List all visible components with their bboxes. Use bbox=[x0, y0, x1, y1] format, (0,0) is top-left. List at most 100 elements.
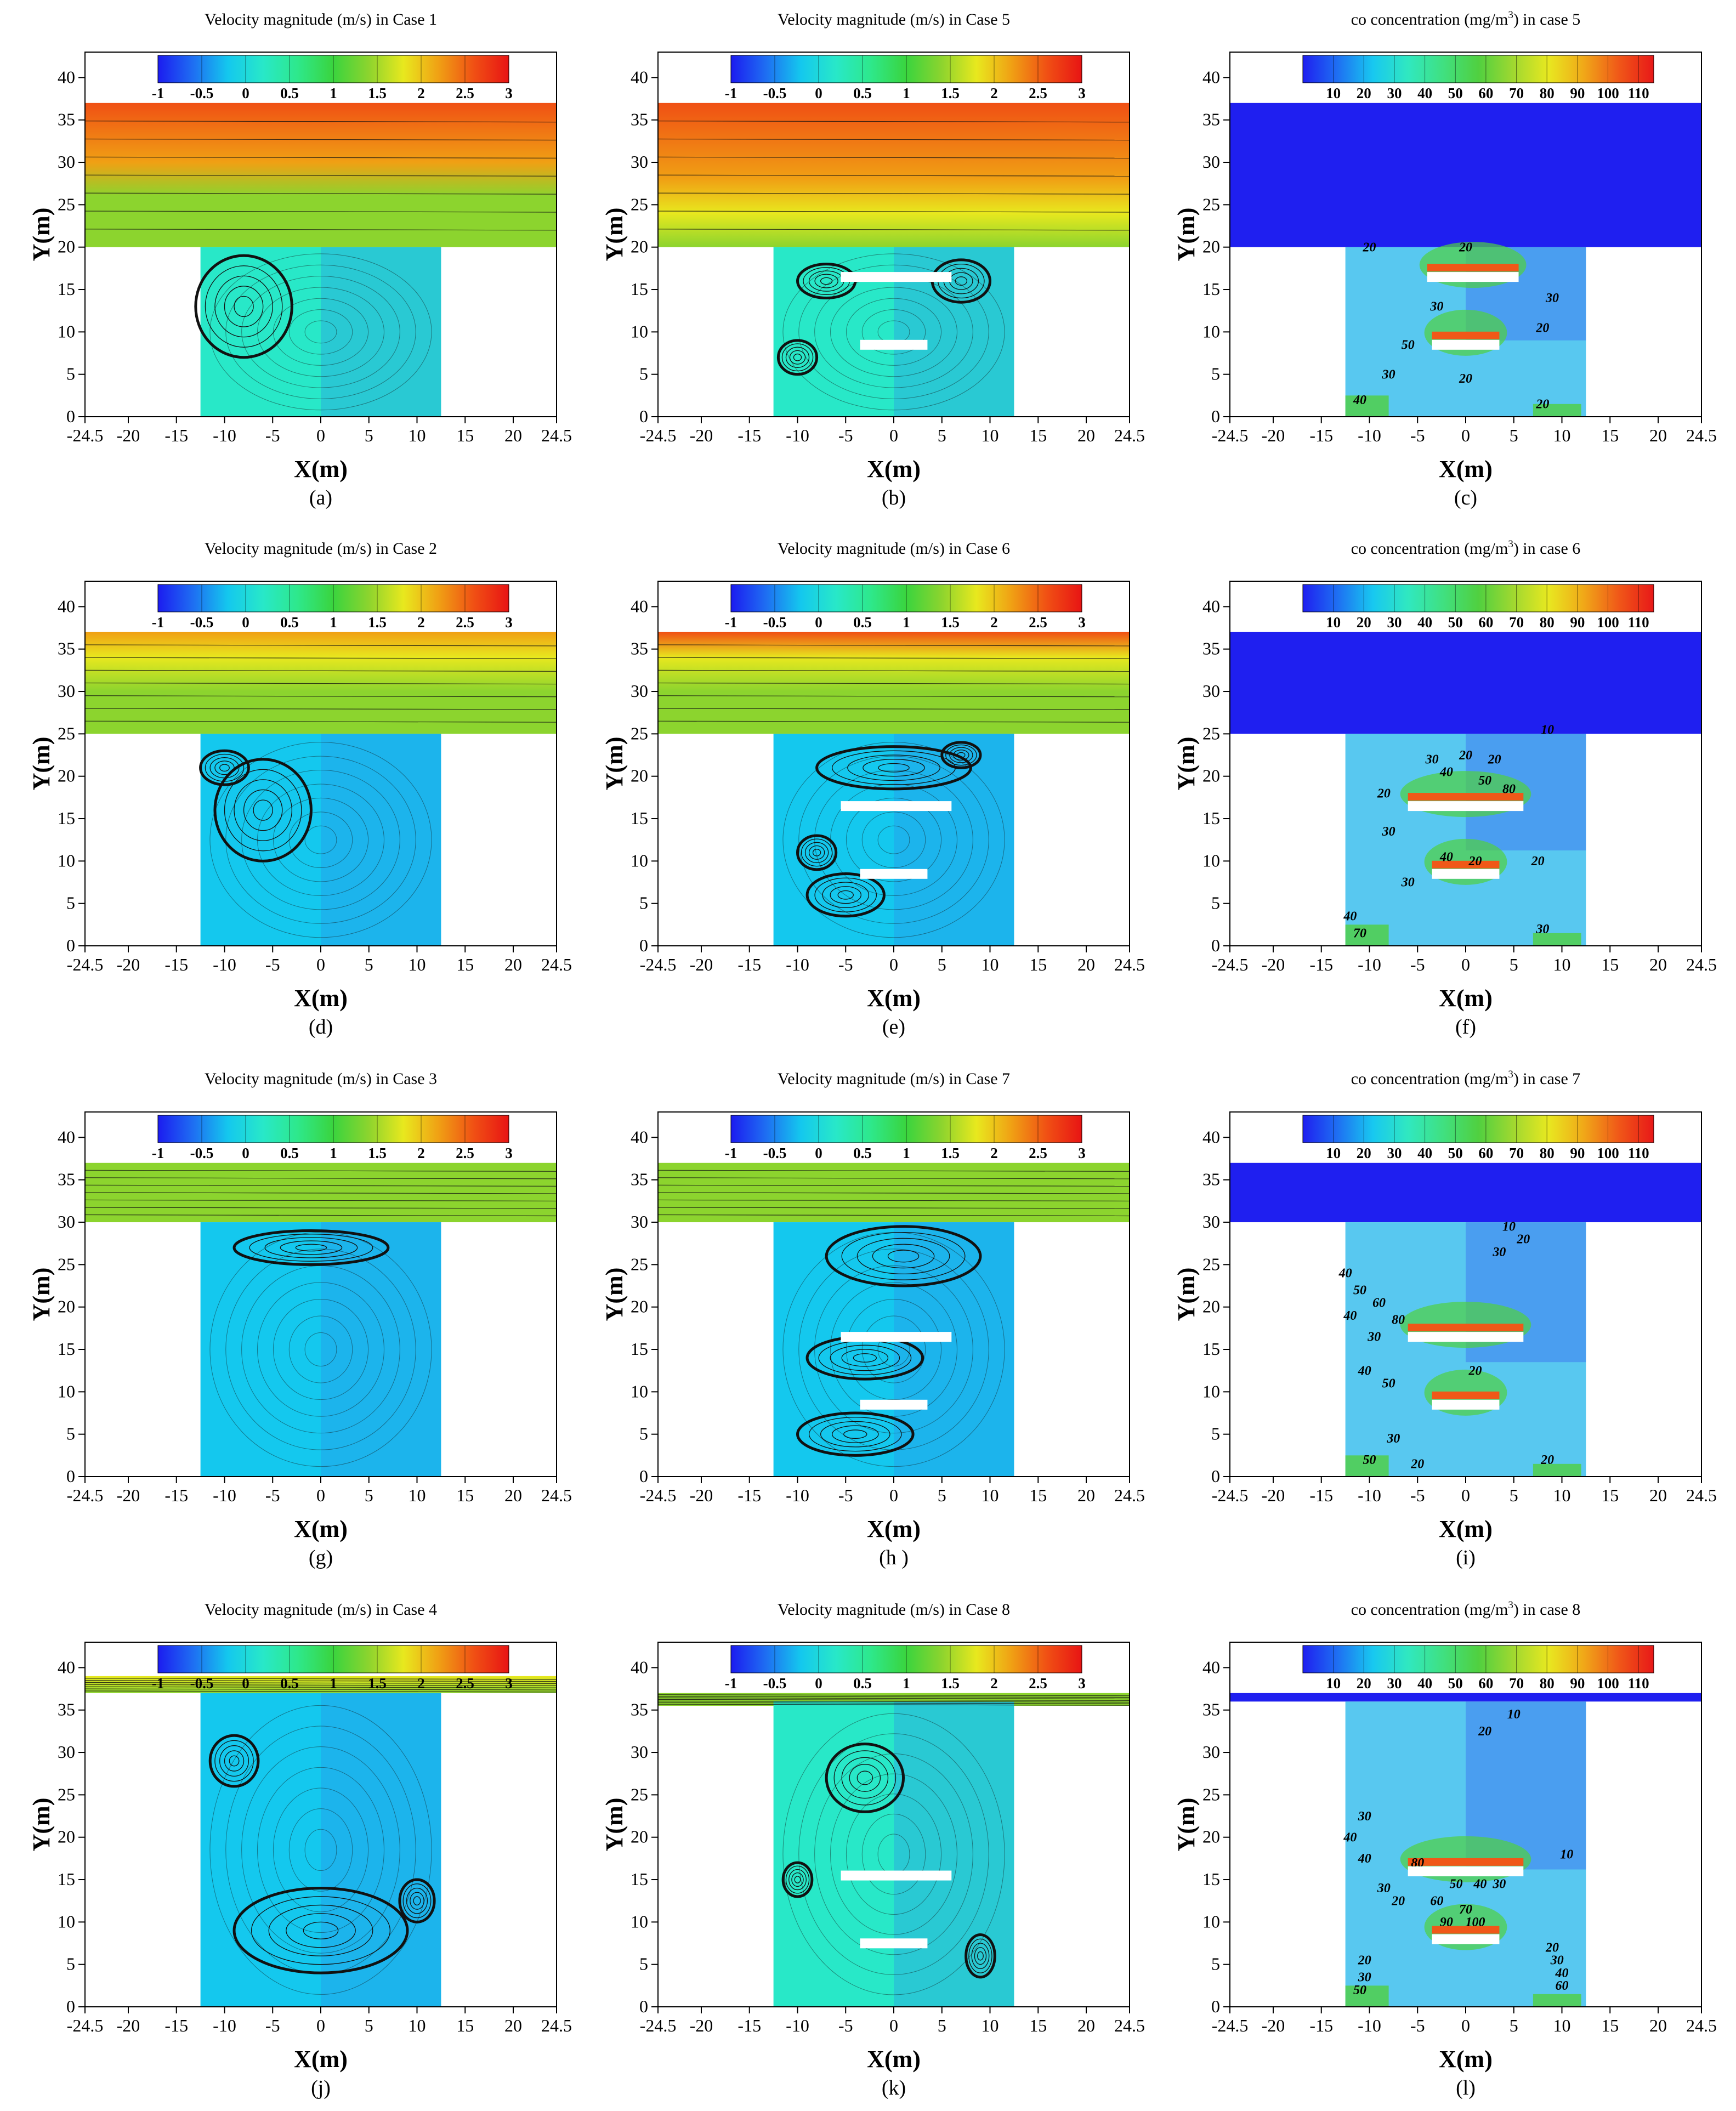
y-tick-label: 20 bbox=[1202, 1827, 1220, 1847]
colorbar-tick-label: 3 bbox=[1078, 1675, 1086, 1692]
y-tick-label: 20 bbox=[631, 1827, 648, 1847]
colorbar-tick-label: 100 bbox=[1597, 85, 1619, 101]
colorbar-tick-label: 40 bbox=[1417, 1675, 1432, 1692]
x-tick-label: 20 bbox=[1077, 955, 1095, 974]
y-tick-label: 35 bbox=[1202, 639, 1220, 659]
street-streamline bbox=[85, 138, 557, 141]
x-tick-label: -5 bbox=[1410, 955, 1425, 974]
pollution-hotspot-core bbox=[1432, 331, 1500, 339]
y-tick-label: 35 bbox=[631, 1700, 648, 1720]
vortex-streamline bbox=[224, 769, 302, 852]
y-axis-label: Y(m) bbox=[1173, 737, 1200, 791]
title-text: co concentration (mg/m bbox=[1351, 1070, 1508, 1088]
title-text: Velocity magnitude (m/s) in Case 2 bbox=[205, 540, 437, 558]
x-tick-label: 5 bbox=[365, 955, 373, 974]
street-streamline bbox=[658, 1214, 1130, 1217]
x-tick-label: 20 bbox=[504, 425, 522, 445]
vortex-streamline bbox=[853, 1353, 877, 1363]
y-tick-label: 5 bbox=[66, 1424, 75, 1444]
vortex-streamline bbox=[940, 741, 982, 769]
street-streamline bbox=[658, 1702, 1130, 1704]
title-superscript: 3 bbox=[1508, 9, 1513, 21]
panel-i-caption: (i) bbox=[1456, 1546, 1476, 1569]
canyon-low-speed-region bbox=[321, 734, 441, 946]
y-tick-label: 5 bbox=[639, 893, 648, 913]
x-tick-label: -15 bbox=[1309, 425, 1333, 445]
canyon-streamline bbox=[877, 825, 910, 854]
y-tick-label: 5 bbox=[639, 364, 648, 384]
x-tick-label: 24.5 bbox=[541, 425, 572, 445]
canyon-streamline bbox=[225, 1249, 416, 1450]
canyon-low-speed-region bbox=[321, 247, 441, 417]
contour-label: 70 bbox=[1353, 927, 1366, 941]
y-tick-label: 15 bbox=[631, 1869, 648, 1889]
street-streamline bbox=[85, 1170, 557, 1172]
contour-label: 40 bbox=[1353, 393, 1366, 407]
x-tick-label: -10 bbox=[213, 2016, 236, 2035]
y-tick-label: 30 bbox=[58, 152, 75, 172]
street-streamline bbox=[658, 174, 1130, 177]
x-tick-label: 5 bbox=[938, 2016, 946, 2035]
y-tick-label: 40 bbox=[1202, 596, 1220, 616]
vortex-streamline bbox=[796, 1411, 915, 1457]
vortex-streamline bbox=[843, 1429, 867, 1439]
building-plate bbox=[1432, 1934, 1500, 1944]
y-axis-label: Y(m) bbox=[601, 737, 628, 791]
colorbar-tick-label: 30 bbox=[1387, 85, 1402, 101]
y-tick-label: 10 bbox=[1202, 1911, 1220, 1931]
canyon-streamline bbox=[225, 264, 416, 399]
colorbar-tick-label: 50 bbox=[1448, 614, 1463, 631]
colorbar-d: -1 -0.5 0 0.5 1 1.5 2 2.5 3 bbox=[152, 584, 513, 631]
pollution-hotspot-core bbox=[1408, 1324, 1524, 1332]
x-tick-label: -5 bbox=[265, 1485, 280, 1505]
street-streamline bbox=[85, 211, 557, 213]
title-text: Velocity magnitude (m/s) in Case 7 bbox=[778, 1070, 1010, 1088]
street-streamline bbox=[658, 1695, 1130, 1698]
contour-label: 40 bbox=[1555, 1966, 1569, 1981]
x-tick-label: 15 bbox=[456, 425, 474, 445]
x-tick-label: 15 bbox=[1029, 2016, 1047, 2035]
contour-label: 10 bbox=[1502, 1220, 1516, 1234]
title-text: co concentration (mg/m bbox=[1351, 1601, 1508, 1619]
colorbar-tick-label: 1 bbox=[903, 1675, 910, 1692]
panel-b-caption: (b) bbox=[882, 486, 906, 509]
colorbar-tick-label: -0.5 bbox=[763, 85, 787, 101]
street-streamline bbox=[85, 174, 557, 177]
x-tick-label: 5 bbox=[365, 2016, 373, 2035]
x-tick-label: 10 bbox=[982, 955, 999, 974]
canyon-streamline bbox=[273, 1787, 369, 1913]
street-streamline bbox=[658, 1704, 1130, 1706]
x-tick-label: -24.5 bbox=[1212, 1485, 1249, 1505]
x-tick-label: 15 bbox=[1029, 1485, 1047, 1505]
y-tick-label: 0 bbox=[1211, 406, 1220, 426]
y-tick-label: 30 bbox=[58, 1742, 75, 1762]
street-streamline bbox=[658, 644, 1130, 646]
vortex-streamline bbox=[268, 1904, 373, 1956]
colorbar-tick-label: 50 bbox=[1448, 1145, 1463, 1161]
contour-label: 60 bbox=[1430, 1894, 1443, 1908]
x-tick-label: -24.5 bbox=[640, 955, 677, 974]
x-tick-label: 24.5 bbox=[1686, 2016, 1717, 2035]
contour-label: 20 bbox=[1535, 398, 1549, 412]
y-tick-label: 40 bbox=[58, 67, 75, 87]
ground-source-left bbox=[1345, 395, 1389, 417]
vortex-streamline bbox=[232, 1229, 390, 1266]
x-tick-label: 0 bbox=[889, 1485, 898, 1505]
y-tick-label: 10 bbox=[1202, 321, 1220, 341]
building-plate bbox=[860, 339, 928, 350]
contour-label: 60 bbox=[1556, 1979, 1569, 1993]
canyon-streamline bbox=[830, 287, 957, 377]
colorbar-tick-label: 2.5 bbox=[456, 1145, 474, 1161]
panel-a: Velocity magnitude (m/s) in Case 1 -1 -0.5… bbox=[28, 10, 572, 509]
colorbar-tick-label: 1.5 bbox=[368, 85, 387, 101]
ground-source-right bbox=[1533, 933, 1581, 946]
contour-label: 50 bbox=[1363, 1453, 1376, 1467]
y-tick-label: 10 bbox=[58, 1911, 75, 1931]
panel-h-title: Velocity magnitude (m/s) in Case 7 bbox=[778, 1070, 1010, 1088]
x-axis-label: X(m) bbox=[1439, 1516, 1493, 1542]
vortex-streamline bbox=[253, 799, 273, 821]
contour-label: 10 bbox=[1507, 1707, 1521, 1722]
contour-label: 20 bbox=[1516, 1233, 1530, 1247]
vortex-streamline bbox=[856, 1238, 950, 1275]
x-axis-label: X(m) bbox=[867, 456, 921, 483]
